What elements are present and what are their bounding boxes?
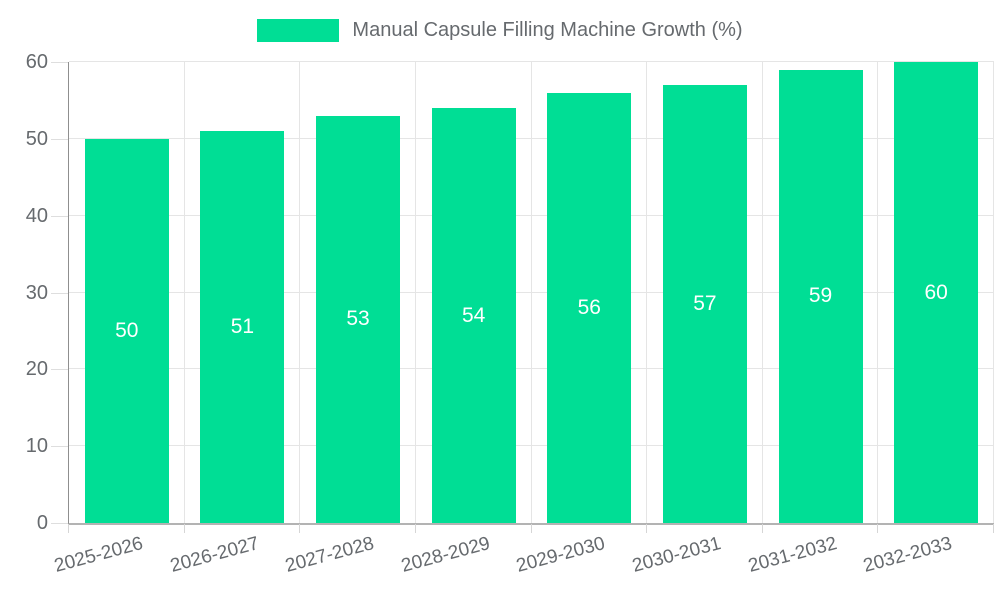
gridline-vertical [877, 62, 879, 523]
bar: 60 [894, 62, 979, 523]
gridline-vertical [993, 62, 994, 523]
x-axis-tick-label: 2030-2031 [630, 533, 724, 577]
bar-value-label: 53 [346, 307, 370, 331]
legend: Manual Capsule Filling Machine Growth (%… [0, 19, 1000, 42]
plot-area: 50 51 53 54 56 57 59 60 [68, 61, 994, 525]
x-axis-tick-label: 2032-2033 [861, 533, 955, 577]
x-axis-tick [993, 524, 994, 533]
bar-value-label: 59 [808, 284, 833, 308]
y-axis-tick-label: 50 [25, 127, 48, 150]
y-axis-tick [51, 292, 68, 294]
y-axis-tick-label: 0 [36, 512, 48, 534]
x-axis-tick [299, 524, 301, 533]
gridline-vertical [530, 62, 532, 523]
y-axis-tick-label: 40 [25, 204, 48, 227]
gridline-horizontal [69, 137, 994, 139]
gridline-horizontal [69, 368, 994, 370]
x-axis-tick-label: 2028-2029 [398, 533, 493, 577]
gridline-horizontal [69, 61, 994, 62]
gridline-horizontal [69, 291, 994, 293]
y-axis-tick-label: 20 [25, 358, 48, 381]
y-axis-tick [51, 215, 68, 217]
gridline-vertical [183, 62, 185, 523]
x-axis-tick-label: 2029-2030 [514, 533, 608, 577]
gridline-horizontal [69, 214, 994, 216]
x-axis-tick [414, 524, 416, 533]
gridline-vertical [414, 62, 416, 523]
x-axis-tick-label: 2025-2026 [52, 533, 146, 577]
x-axis-tick [646, 524, 648, 533]
bar: 51 [200, 131, 285, 523]
y-axis-tick-label: 30 [25, 281, 48, 304]
y-axis-tick-label: 60 [25, 51, 48, 73]
bar: 59 [778, 69, 863, 523]
legend-swatch [257, 19, 340, 42]
x-axis-tick [530, 524, 532, 533]
x-axis-tick-label: 2027-2028 [283, 533, 377, 577]
bar: 53 [316, 115, 401, 523]
x-axis-tick-label: 2026-2027 [167, 533, 261, 577]
bar-value-label: 60 [924, 280, 948, 304]
gridline-vertical [299, 62, 301, 523]
bar: 50 [84, 138, 169, 523]
gridline-vertical [646, 62, 648, 523]
y-axis-tick [51, 62, 68, 63]
gridline-vertical [761, 62, 763, 523]
y-axis-tick-label: 10 [25, 435, 48, 458]
legend-label: Manual Capsule Filling Machine Growth (%… [352, 19, 743, 41]
bar-value-label: 54 [462, 303, 486, 327]
gridline-horizontal [69, 445, 994, 447]
x-axis-tick [68, 524, 69, 533]
bar: 57 [662, 85, 747, 523]
y-axis-tick [51, 523, 68, 524]
y-axis-tick [51, 138, 68, 140]
y-axis-tick [51, 446, 68, 448]
y-axis-tick [51, 369, 68, 371]
bar-value-label: 57 [693, 292, 717, 316]
x-axis-tick-label: 2031-2032 [745, 533, 839, 577]
bar: 56 [547, 92, 632, 523]
bar-value-label: 56 [577, 295, 601, 319]
bar: 54 [431, 108, 516, 523]
x-axis-tick [877, 524, 879, 533]
x-axis-tick [183, 524, 185, 533]
bar-value-label: 51 [230, 315, 255, 339]
bar-value-label: 50 [115, 318, 139, 342]
x-axis-tick [761, 524, 763, 533]
